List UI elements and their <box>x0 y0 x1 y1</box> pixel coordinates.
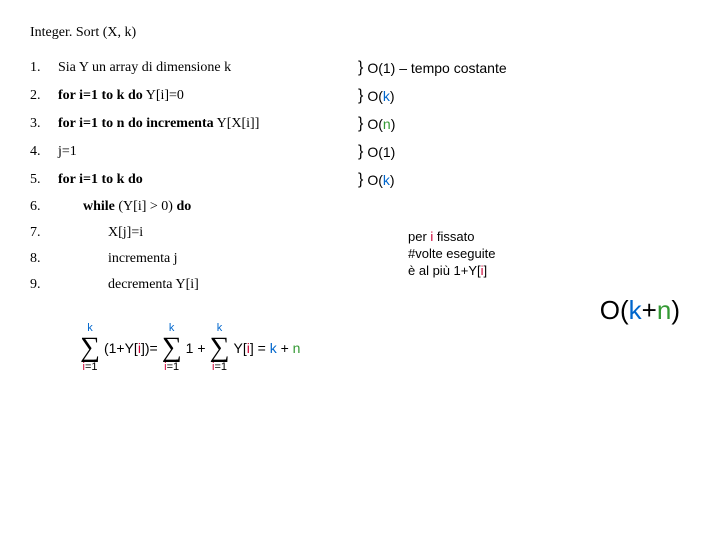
comp-text: ) <box>390 172 395 188</box>
sigma-icon: k ∑ i=1 <box>162 323 182 373</box>
formula-text: (1+Y[i])= <box>104 340 158 356</box>
algo-line: 9. decrementa Y[i] <box>30 277 408 293</box>
line-number: 2. <box>30 88 58 104</box>
keyword: for i=1 to k do <box>58 88 143 103</box>
complexity: O(1) – tempo costante <box>367 60 506 76</box>
keyword: for i=1 to n do incrementa <box>58 116 214 131</box>
statement: decrementa Y[i] <box>58 277 408 293</box>
line-number: 3. <box>30 116 58 132</box>
var-k: k <box>383 88 390 104</box>
algo-line: 2. for i=1 to k do Y[i]=0 } O(k) <box>30 87 690 105</box>
code-text: Y[X[i]] <box>214 116 260 131</box>
brace-icon: } <box>358 87 363 105</box>
complexity: O(k) <box>367 88 394 104</box>
line-number: 5. <box>30 172 58 188</box>
note-text: per <box>408 229 430 244</box>
brace-icon: } <box>358 115 363 133</box>
comp-text: + <box>642 295 657 325</box>
line-number: 9. <box>30 277 58 293</box>
formula-text: 1 + <box>186 340 206 356</box>
statement: incrementa j <box>58 251 408 267</box>
algo-line: 5. for i=1 to k do } O(k) <box>30 171 690 189</box>
summation-formula: k ∑ i=1 (1+Y[i])= k ∑ i=1 1 + k ∑ i=1 Y[… <box>80 323 690 373</box>
statement: for i=1 to n do incrementa Y[X[i]] <box>58 116 358 132</box>
comp-text: O( <box>367 172 383 188</box>
algo-line: 7. X[j]=i <box>30 225 408 241</box>
code-text: (Y[i] > 0) <box>115 199 177 214</box>
comp-text: O( <box>367 116 383 132</box>
algo-line: 4. j=1 } O(1) <box>30 143 690 161</box>
statement: for i=1 to k do Y[i]=0 <box>58 88 358 104</box>
comp-text: O( <box>600 295 629 325</box>
statement: Sia Y un array di dimensione k <box>58 60 358 76</box>
brace-icon: } <box>358 143 363 161</box>
line-number: 6. <box>30 199 58 215</box>
line-number: 4. <box>30 144 58 160</box>
statement: X[j]=i <box>58 225 408 241</box>
note-text: #volte eseguite <box>408 246 495 261</box>
statement: for i=1 to k do <box>58 172 358 188</box>
note-text: fissato <box>433 229 474 244</box>
total-complexity: O(k+n) <box>600 295 680 326</box>
sigma-icon: k ∑ i=1 <box>80 323 100 373</box>
algo-line: 1. Sia Y un array di dimensione k } O(1)… <box>30 59 690 77</box>
statement: while (Y[i] > 0) do <box>58 199 383 215</box>
algo-line: 3. for i=1 to n do incrementa Y[X[i]] } … <box>30 115 690 133</box>
sum-lower: i=1 <box>212 362 227 373</box>
line-number: 7. <box>30 225 58 241</box>
var-n: n <box>657 295 671 325</box>
var-n: n <box>383 116 391 132</box>
complexity: O(n) <box>367 116 395 132</box>
sum-lower: i=1 <box>164 362 179 373</box>
complexity: O(k) <box>367 172 394 188</box>
keyword: while <box>83 199 115 214</box>
algo-line: 8. incrementa j <box>30 251 408 267</box>
keyword: for i=1 to k do <box>58 172 143 187</box>
algo-line: 6. while (Y[i] > 0) do <box>30 199 690 215</box>
code-text: Y[i]=0 <box>143 88 184 103</box>
loop-note: per i fissato #volte eseguite è al più 1… <box>408 225 495 303</box>
sigma-icon: k ∑ i=1 <box>210 323 230 373</box>
comp-text: ) <box>390 88 395 104</box>
note-text: ] <box>484 263 488 278</box>
comp-text: ) <box>671 295 680 325</box>
statement: j=1 <box>58 144 358 160</box>
brace-icon: } <box>358 171 363 189</box>
brace-icon: } <box>358 59 363 77</box>
sum-lower: i=1 <box>82 362 97 373</box>
comp-text: O( <box>367 88 383 104</box>
comp-text: ) <box>391 116 396 132</box>
line-number: 8. <box>30 251 58 267</box>
var-k: k <box>383 172 390 188</box>
formula-text: Y[i] = k + n <box>233 340 300 356</box>
var-k: k <box>629 295 642 325</box>
algorithm-title: Integer. Sort (X, k) <box>30 25 690 41</box>
keyword: do <box>176 199 191 214</box>
complexity: O(1) <box>367 144 395 160</box>
line-number: 1. <box>30 60 58 76</box>
note-text: è al più 1+Y[ <box>408 263 481 278</box>
